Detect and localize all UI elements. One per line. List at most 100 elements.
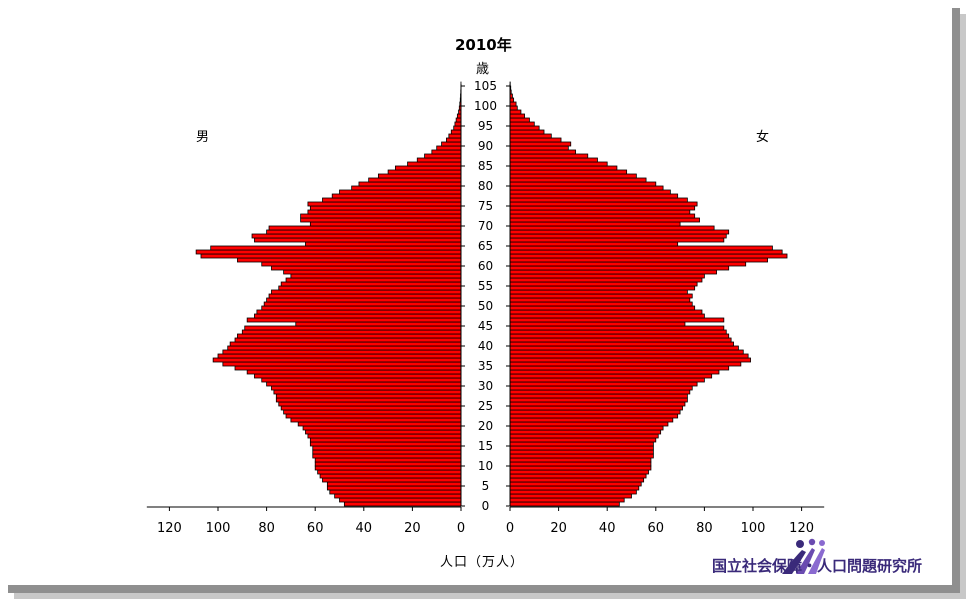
logo-text: 国立社会保障・人口問題研究所	[712, 557, 923, 575]
male-bar	[314, 461, 462, 467]
female-bar	[509, 337, 732, 343]
female-bar	[509, 401, 686, 407]
male-bar	[254, 237, 462, 243]
male-bar	[295, 321, 462, 327]
female-bar	[509, 305, 696, 311]
female-bar	[509, 125, 540, 131]
male-bar	[309, 221, 462, 227]
female-bar	[509, 393, 688, 399]
male-bar	[271, 265, 462, 271]
female-bar	[509, 313, 705, 319]
female-x-tick-label: 120	[789, 521, 814, 536]
female-bar	[509, 421, 669, 427]
female-bar	[509, 469, 649, 475]
female-bar	[509, 365, 730, 371]
male-bar	[268, 293, 462, 299]
female-x-tick-label: 20	[550, 521, 567, 536]
female-bar	[509, 325, 725, 331]
age-tick-label: 55	[478, 279, 493, 293]
male-bar	[237, 333, 462, 339]
female-bar	[509, 261, 747, 267]
female-bar	[509, 289, 688, 295]
male-bar	[234, 337, 462, 343]
male-bar	[319, 473, 462, 479]
male-bar	[234, 365, 462, 371]
male-bar	[278, 401, 462, 407]
female-bar	[509, 341, 734, 347]
female-bar	[509, 257, 768, 263]
female-bar	[509, 109, 522, 115]
age-axis-unit: 歳	[476, 62, 490, 77]
male-bar	[263, 301, 462, 307]
male-bar	[394, 165, 462, 171]
female-bar	[509, 441, 654, 447]
male-bar	[254, 313, 462, 319]
male-bar	[387, 169, 462, 175]
male-bar	[334, 493, 462, 499]
female-bar	[509, 445, 654, 451]
age-tick-label: 80	[478, 179, 493, 193]
female-bar	[509, 465, 652, 471]
female-bar	[509, 285, 696, 291]
male-bar	[273, 389, 462, 395]
age-tick-label: 5	[482, 479, 490, 493]
female-bar	[509, 229, 730, 235]
female-bar	[509, 373, 713, 379]
age-tick-label: 105	[474, 79, 497, 93]
male-bar	[280, 405, 462, 411]
female-bar	[509, 437, 657, 443]
male-bar	[285, 413, 462, 419]
female-bar	[509, 481, 642, 487]
male-bar	[227, 345, 462, 351]
female-bar	[509, 473, 647, 479]
male-x-tick-label: 80	[258, 521, 275, 536]
female-bar	[509, 105, 518, 111]
female-bar	[509, 369, 720, 375]
female-bar	[509, 237, 725, 243]
male-bar	[448, 133, 462, 139]
female-bar	[509, 457, 652, 463]
male-bar	[309, 437, 462, 443]
female-bar	[509, 101, 517, 107]
male-bar	[314, 465, 462, 471]
female-bar	[509, 153, 589, 159]
male-bar	[217, 353, 462, 359]
age-tick-label: 15	[478, 439, 493, 453]
female-bar	[509, 357, 751, 363]
female-bar	[509, 193, 679, 199]
male-bar	[266, 297, 462, 303]
male-label: 男	[196, 130, 210, 145]
age-tick-label: 0	[482, 499, 490, 513]
female-x-tick-label: 0	[506, 521, 514, 536]
male-bar	[307, 209, 462, 215]
male-bar	[368, 177, 462, 183]
female-bar	[509, 449, 654, 455]
male-bar	[307, 433, 462, 439]
female-label: 女	[756, 130, 770, 145]
female-bar	[509, 253, 788, 259]
male-bar	[309, 205, 462, 211]
male-bar	[322, 477, 462, 483]
female-bar	[509, 149, 577, 155]
male-bar	[351, 185, 462, 191]
female-bar	[509, 249, 783, 255]
male-bar	[283, 269, 462, 275]
age-tick-label: 60	[478, 259, 493, 273]
male-bar	[312, 445, 462, 451]
population-pyramid-chart: 0 5 10 15 20 25 30 35 40 45 50 55 60 65 70 75 80 85 90 95 10…	[146, 79, 825, 536]
chart-title: 2010年	[455, 36, 512, 54]
female-bar	[509, 353, 749, 359]
x-axis-label: 人口（万人）	[440, 555, 525, 570]
female-bar	[509, 273, 705, 279]
male-bar	[271, 385, 462, 391]
male-bar	[302, 425, 462, 431]
female-bar	[509, 309, 703, 315]
male-bar	[256, 309, 462, 315]
male-x-tick-label: 60	[307, 521, 324, 536]
female-bar	[509, 349, 744, 355]
female-bar	[509, 501, 620, 507]
female-bar	[509, 489, 637, 495]
female-bar	[509, 409, 681, 415]
male-bar	[210, 245, 462, 251]
male-bar	[339, 497, 462, 503]
